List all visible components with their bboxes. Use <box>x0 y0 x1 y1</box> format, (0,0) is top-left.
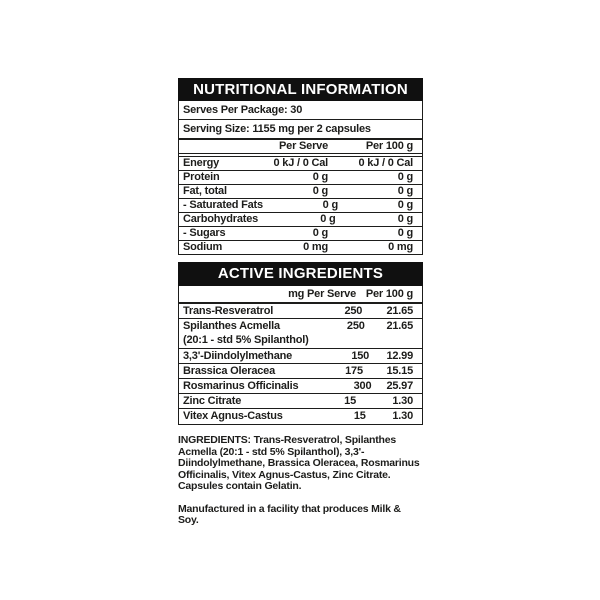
per-100g-value: 1.30 <box>392 395 413 407</box>
supplement-facts-label: NUTRITIONAL INFORMATION Serves Per Packa… <box>178 78 423 527</box>
table-row: Carbohydrates 0 g 0 g <box>179 213 422 227</box>
per-serve-value: 0 g <box>322 199 338 211</box>
nutrient-label: Sodium <box>183 241 223 253</box>
table-row: Energy 0 kJ / 0 Cal 0 kJ / 0 Cal <box>179 157 422 171</box>
mg-per-serve-value: 15 <box>344 395 356 407</box>
mg-per-serve-value: 300 <box>353 380 372 392</box>
table-row: Sodium 0 mg 0 mg <box>179 241 422 254</box>
active-ingredients-table: mg Per Serve Per 100 g Trans-Resveratrol… <box>178 286 423 425</box>
active-ingredients-header: ACTIVE INGREDIENTS <box>178 262 423 286</box>
per-100g-value: 12.99 <box>386 350 413 362</box>
nutritional-information-header: NUTRITIONAL INFORMATION <box>178 78 423 101</box>
per-serve-value: 0 kJ / 0 Cal <box>273 157 329 169</box>
panel-gap <box>178 255 423 262</box>
per-100g-value: 0 g <box>397 185 413 197</box>
per-100g-value: 0 g <box>397 227 413 239</box>
ingredient-label: Rosmarinus Officinalis <box>183 380 299 392</box>
nutrient-label: Protein <box>183 171 220 183</box>
ingredient-label: Spilanthes Acmella <box>183 320 280 332</box>
per-100g-value: 0 mg <box>388 241 413 253</box>
per-100g-value: 21.65 <box>386 320 413 332</box>
per-100g-value: 25.97 <box>386 380 413 392</box>
table-row: Brassica Oleracea 175 15.15 <box>179 364 422 379</box>
ingredient-label: Brassica Oleracea <box>183 365 276 377</box>
ingredient-main-line: Spilanthes Acmella 250 21.65 <box>183 319 413 333</box>
per-100g-value: 21.65 <box>386 305 413 317</box>
ingredient-standardisation-note: (20:1 - std 5% Spilanthol) <box>183 334 309 346</box>
table-row: Vitex Agnus-Castus 15 1.30 <box>179 409 422 424</box>
per-100g-value: 0 g <box>397 213 413 225</box>
ingredient-label: Vitex Agnus-Castus <box>183 410 283 422</box>
per-100g-value: 0 g <box>397 199 413 211</box>
table-row: Protein 0 g 0 g <box>179 171 422 185</box>
mg-per-serve-value: 250 <box>346 320 365 332</box>
table-row: Zinc Citrate 15 1.30 <box>179 394 422 409</box>
table-row: 3,3'-Diindolylmethane 150 12.99 <box>179 349 422 364</box>
allergen-statement: Manufactured in a facility that produces… <box>178 502 401 526</box>
active-column-header-row: mg Per Serve Per 100 g <box>179 286 422 304</box>
nutrition-table: Serves Per Package: 30 Serving Size: 115… <box>178 101 423 255</box>
per-serve-value: 0 g <box>312 171 328 183</box>
per-serve-value: 0 g <box>312 227 328 239</box>
mg-per-serve-value: 175 <box>345 365 363 377</box>
double-rule <box>179 153 422 157</box>
per-100g-column-header: Per 100 g <box>365 140 413 152</box>
table-row: Rosmarinus Officinalis 300 25.97 <box>179 379 422 394</box>
ingredients-statement: INGREDIENTS: Trans-Resveratrol, Spilanth… <box>178 434 420 492</box>
ingredient-label: Zinc Citrate <box>183 395 242 407</box>
serves-per-package: Serves Per Package: 30 <box>179 101 422 120</box>
nutrient-label: Energy <box>183 157 220 169</box>
nutrient-label: - Saturated Fats <box>183 199 263 211</box>
per-100g-value: 1.30 <box>392 410 413 422</box>
per-100g-value: 0 kJ / 0 Cal <box>358 157 414 169</box>
per-serve-value: 0 g <box>312 185 328 197</box>
nutrient-label: Carbohydrates <box>183 213 259 225</box>
table-row: Fat, total 0 g 0 g <box>179 185 422 199</box>
mg-per-serve-column-header: mg Per Serve <box>288 288 356 300</box>
mg-per-serve-value: 250 <box>344 305 363 317</box>
nutrient-label: Fat, total <box>183 185 227 197</box>
mg-per-serve-value: 15 <box>353 410 366 422</box>
per-serve-value: 0 mg <box>303 241 328 253</box>
table-row: Spilanthes Acmella 250 21.65 (20:1 - std… <box>179 319 422 349</box>
nutrient-label: - Sugars <box>183 227 226 239</box>
per-serve-column-header: Per Serve <box>279 140 328 152</box>
per-serve-value: 0 g <box>320 213 336 225</box>
table-row: - Sugars 0 g 0 g <box>179 227 422 241</box>
table-row: - Saturated Fats 0 g 0 g <box>179 199 422 213</box>
mg-per-serve-value: 150 <box>351 350 370 362</box>
table-row: Trans-Resveratrol 250 21.65 <box>179 304 422 319</box>
nutrition-column-header-row: Per Serve Per 100 g <box>179 140 422 153</box>
per-100g-value: 0 g <box>397 171 413 183</box>
serving-size: Serving Size: 1155 mg per 2 capsules <box>179 120 422 140</box>
ingredient-label: Trans-Resveratrol <box>183 305 274 317</box>
per-100g-column-header: Per 100 g <box>365 288 413 300</box>
ingredient-label: 3,3'-Diindolylmethane <box>183 350 293 362</box>
per-100g-value: 15.15 <box>386 365 413 377</box>
